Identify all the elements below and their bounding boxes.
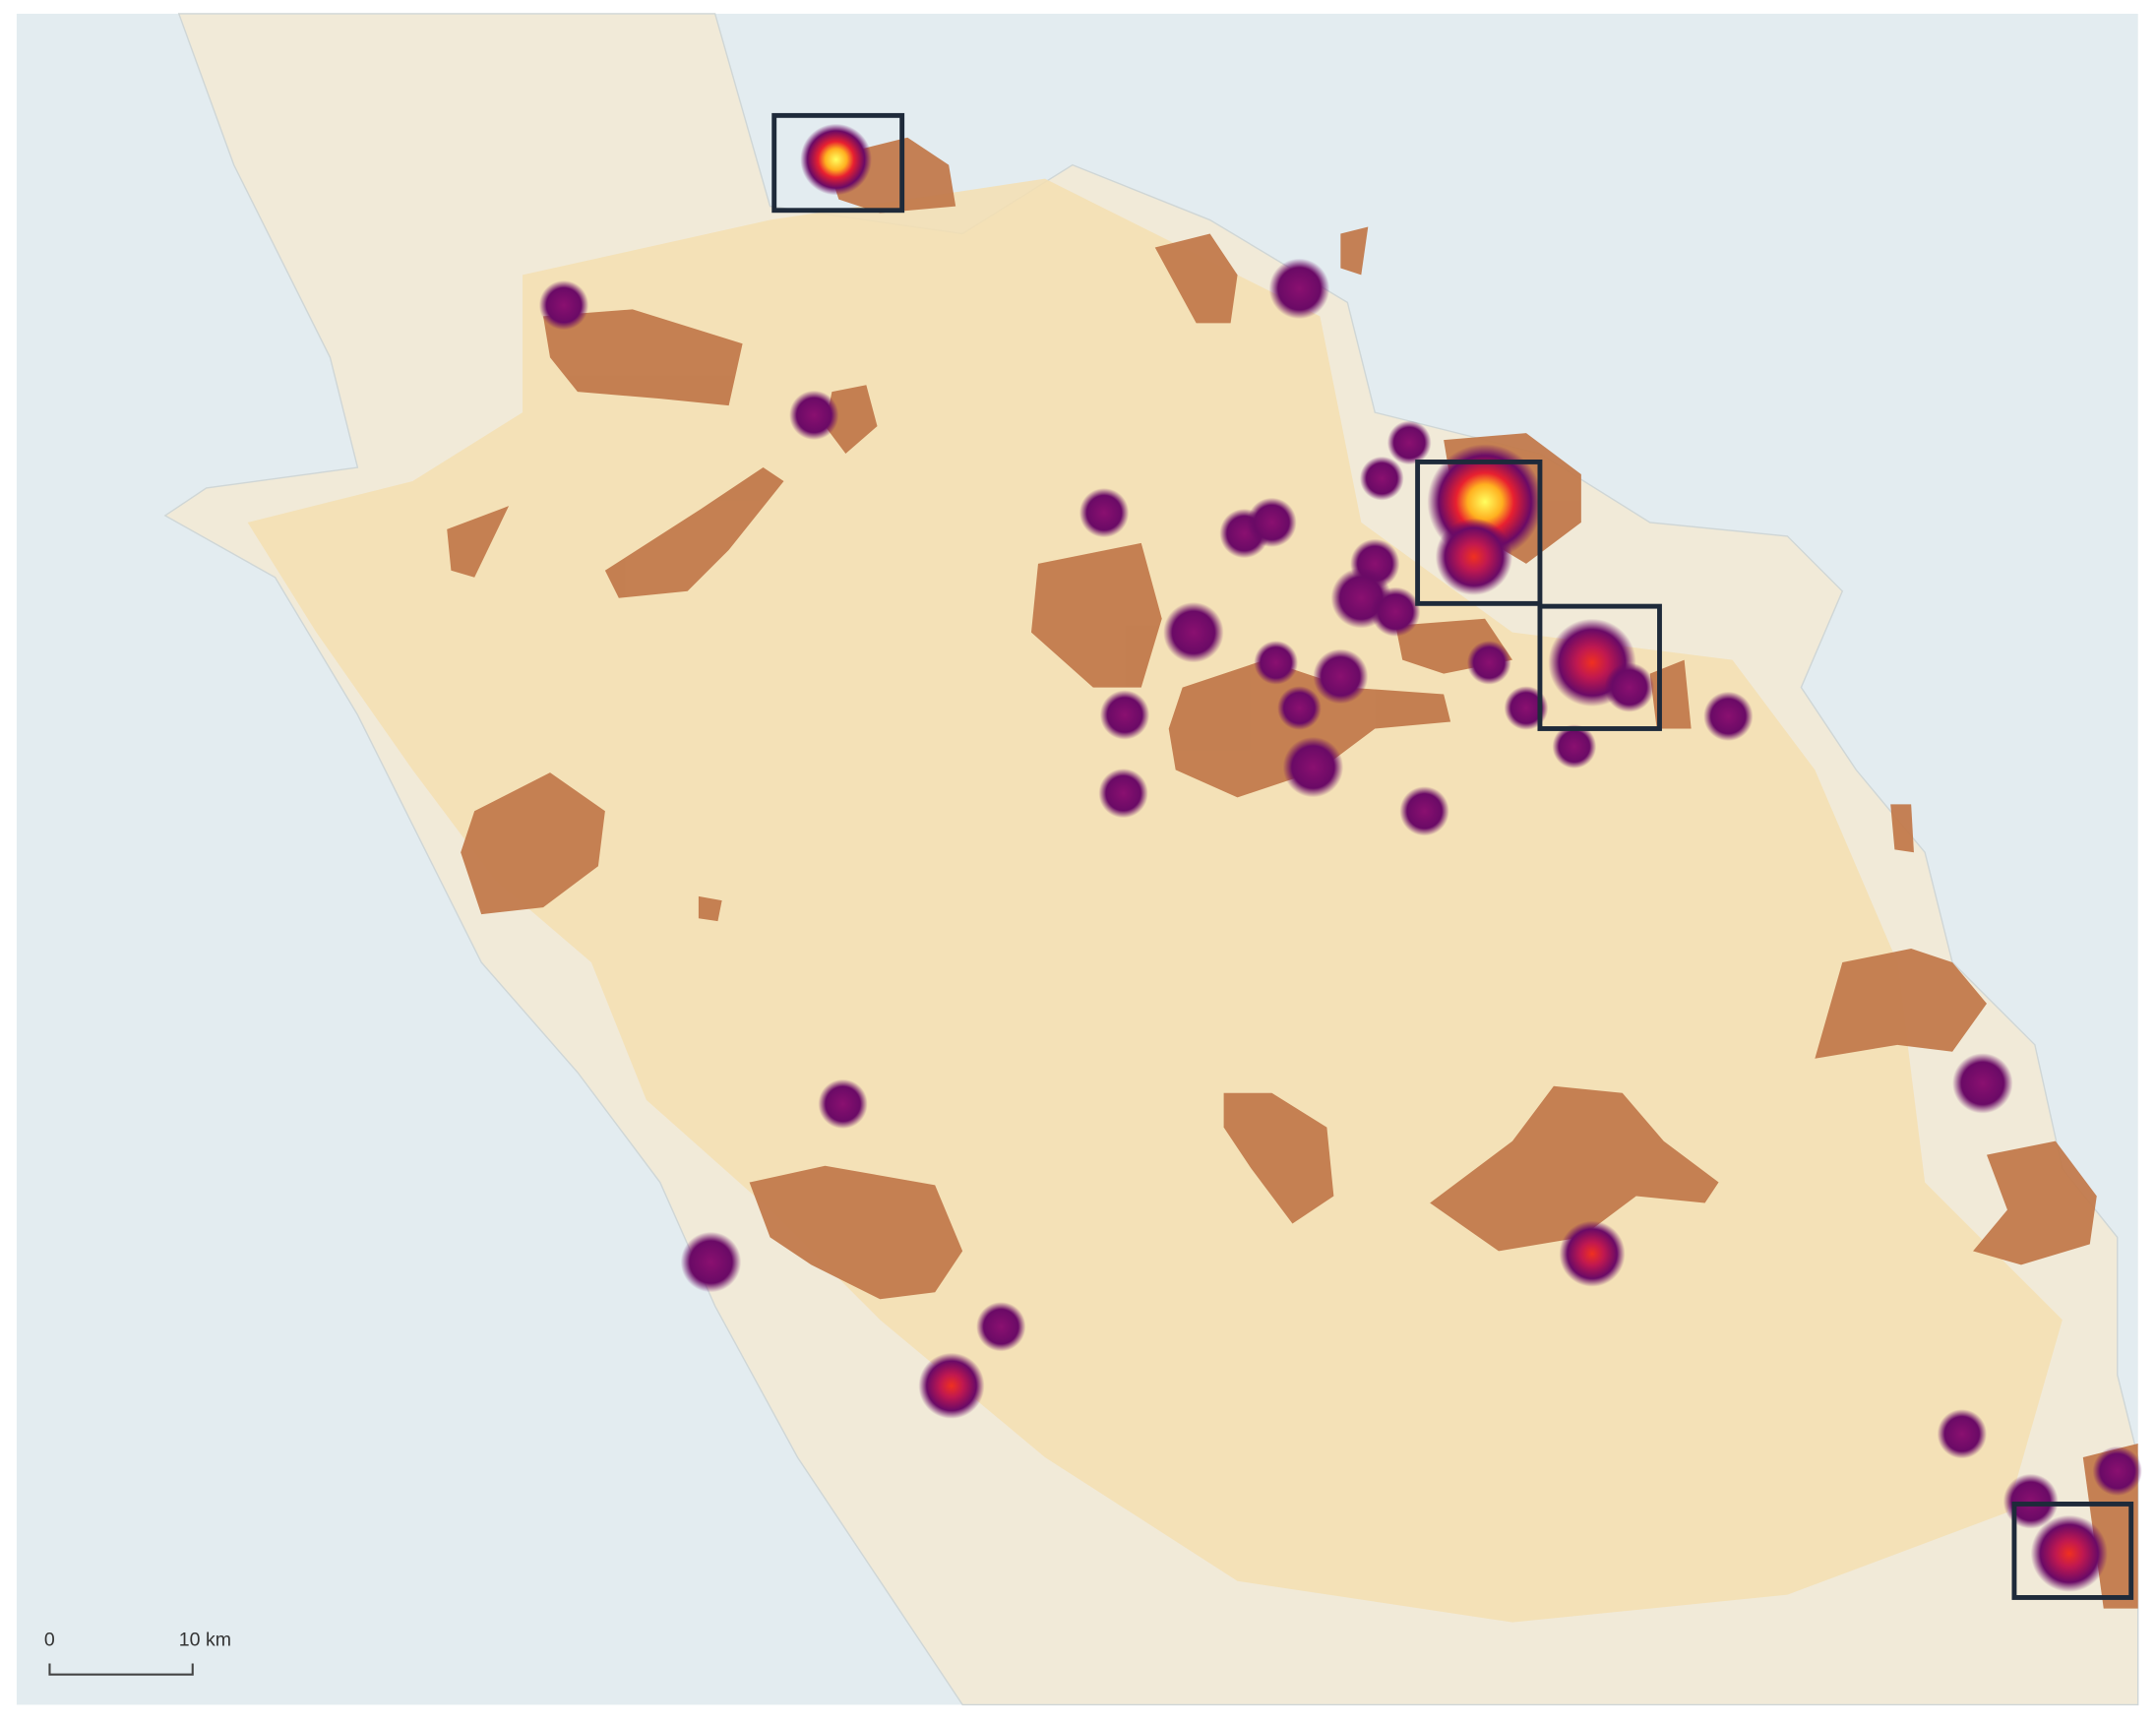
area <box>1223 1092 1334 1224</box>
area <box>698 895 722 922</box>
heat-point <box>1268 258 1330 320</box>
highlight-box <box>1537 603 1662 731</box>
heat-point <box>538 280 589 331</box>
heat-point <box>1604 662 1654 712</box>
highlight-boxes <box>771 112 2134 1600</box>
area <box>543 309 743 406</box>
heat-points <box>538 123 2142 1592</box>
heat-point <box>1952 1053 2013 1114</box>
heat-point <box>1386 420 1432 465</box>
heat-point <box>1937 1409 1988 1459</box>
area <box>1430 1085 1719 1252</box>
area <box>461 772 605 915</box>
area <box>825 385 878 455</box>
area <box>1154 233 1238 324</box>
heat-point <box>1435 518 1512 595</box>
area <box>604 467 784 598</box>
heat-point <box>1313 648 1369 705</box>
area <box>1890 804 1914 853</box>
heat-point <box>1559 1220 1626 1287</box>
highlight-box <box>2011 1502 2134 1600</box>
scale-start-label: 0 <box>44 1629 55 1650</box>
heat-point <box>1703 691 1754 742</box>
highlight-box <box>771 112 905 214</box>
scale-bar: 0 10 km <box>44 1629 231 1676</box>
area <box>749 1165 963 1300</box>
heat-point <box>1399 786 1449 836</box>
heat-point <box>2002 1473 2059 1529</box>
heat-point <box>800 123 872 196</box>
heat-point <box>1371 586 1421 637</box>
area <box>1815 949 1988 1059</box>
heat-point <box>789 390 839 441</box>
heat-point <box>1099 690 1150 740</box>
heat-point <box>1277 686 1322 730</box>
heat-point <box>1504 686 1549 730</box>
heat-point <box>1163 601 1224 663</box>
area <box>1168 659 1451 798</box>
heat-point <box>1254 641 1299 685</box>
heat-point <box>1552 724 1597 769</box>
scale-line <box>48 1663 194 1676</box>
heat-point <box>976 1302 1026 1352</box>
heat-point <box>1247 497 1297 548</box>
area <box>1030 542 1162 688</box>
heat-point <box>2030 1514 2108 1592</box>
heat-point <box>2092 1446 2142 1497</box>
highlight-box <box>1415 459 1543 606</box>
heat-point <box>680 1231 742 1293</box>
area <box>447 506 510 578</box>
heat-point <box>1098 768 1148 819</box>
area <box>1973 1140 2097 1265</box>
heat-point <box>918 1352 985 1419</box>
area <box>1340 226 1369 276</box>
heat-point <box>1359 456 1404 501</box>
scale-end-label: 10 km <box>179 1629 231 1650</box>
heat-point <box>1078 487 1130 538</box>
forest-areas <box>447 137 2138 1609</box>
heat-point <box>818 1078 868 1130</box>
heat-point <box>1466 641 1511 685</box>
heat-point <box>1282 736 1344 798</box>
